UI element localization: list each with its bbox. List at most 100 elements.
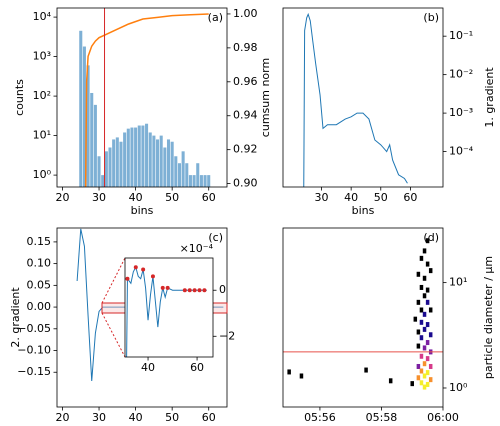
- histogram-bar: [156, 139, 160, 187]
- histogram-bar: [104, 151, 108, 187]
- x-tick-label: 60: [403, 191, 417, 204]
- histogram-bar: [137, 125, 141, 187]
- histogram-bar: [174, 156, 178, 187]
- histogram-bar: [199, 175, 203, 187]
- marker: [141, 267, 146, 272]
- x-tick-label: 20: [55, 411, 69, 424]
- y2-axis-label: cumsum norm: [259, 58, 272, 137]
- heatmap-cell: [425, 356, 430, 362]
- zoom-connector: [101, 312, 126, 358]
- heatmap-cell: [425, 299, 430, 305]
- x-tick-label: 30: [315, 191, 329, 204]
- y-tick-label: −0.10: [17, 344, 51, 357]
- y2-tick-label: 1.00: [233, 7, 258, 20]
- heatmap-cell: [416, 363, 421, 369]
- heatmap-cell: [419, 368, 424, 374]
- x-tick-label: 50: [165, 191, 179, 204]
- x-tick-label: 40: [129, 411, 143, 424]
- y-tick-label: −2: [219, 329, 235, 342]
- heatmap-cell: [425, 322, 430, 328]
- heatmap-cell: [428, 332, 433, 338]
- histogram-bar: [126, 128, 130, 187]
- heatmap-cell: [422, 384, 427, 390]
- heatmap-cell: [419, 335, 424, 341]
- histogram-bar: [203, 175, 207, 187]
- histogram-bar: [152, 135, 156, 187]
- histogram-bar: [123, 132, 127, 187]
- histogram-bar: [166, 139, 171, 187]
- heatmap-cell: [287, 369, 291, 375]
- y-tick-label: 0.10: [27, 257, 52, 270]
- x-axis-label: bins: [131, 204, 154, 217]
- x-tick-label: 06:00: [427, 411, 459, 424]
- heatmap-cell: [416, 299, 421, 305]
- histogram-bar: [188, 175, 192, 187]
- plot-area: [303, 12, 408, 187]
- y2-tick-label: 0.90: [233, 177, 258, 190]
- heatmap-cell: [416, 271, 421, 277]
- histogram-bar: [148, 132, 152, 187]
- histogram-bar: [141, 125, 145, 187]
- y2-tick-label: 0.96: [233, 75, 258, 88]
- histogram-bar: [196, 163, 200, 187]
- histogram-bar: [93, 104, 97, 187]
- heatmap-cell: [425, 340, 430, 346]
- heatmap-cell: [422, 311, 427, 317]
- x-tick-label: 50: [374, 191, 388, 204]
- histogram-bar: [112, 139, 116, 187]
- x-tick-label: 50: [165, 411, 179, 424]
- histogram-bar: [134, 127, 138, 187]
- x-tick-label: 60: [190, 361, 204, 374]
- y-tick-label: −0.05: [17, 322, 51, 335]
- marker: [165, 285, 170, 290]
- marker: [182, 288, 187, 293]
- heatmap-cell: [428, 268, 433, 274]
- panel-label: (c): [208, 231, 223, 244]
- heatmap-cell: [422, 275, 427, 281]
- y-tick-label: 10⁻²: [449, 68, 473, 81]
- y-axis-label: 1. gradient: [483, 67, 496, 128]
- y2-tick-label: 0.98: [233, 41, 258, 54]
- x-tick-label: 60: [202, 191, 216, 204]
- y-tick-label: 10⁰: [33, 168, 52, 181]
- heatmap-cell: [422, 373, 427, 379]
- y-tick-label: 10²: [33, 89, 51, 102]
- panel: 40 60 0 −2 ×10⁻⁴: [124, 242, 235, 374]
- y-tick-label: 10⁻⁴: [449, 145, 474, 158]
- heatmap-cell: [413, 316, 418, 322]
- heatmap-cell: [419, 255, 424, 261]
- panel: 20 30 40 50 60 10⁰ 10¹ 10² 10³ 10⁴ 0.90 0.92 0.94 0.9…: [13, 7, 272, 217]
- marker: [150, 274, 155, 279]
- panel-label: (d): [423, 231, 439, 244]
- y-axis-label: 2. gradient: [9, 287, 22, 348]
- histogram-bar: [119, 141, 123, 187]
- plot-area: [283, 238, 443, 390]
- heatmap-cell: [419, 307, 424, 313]
- heatmap-cell: [416, 343, 421, 349]
- histogram-bar: [159, 135, 163, 187]
- x-axis-label: time: [351, 424, 376, 426]
- marker: [197, 288, 202, 293]
- axes-frame: [282, 7, 444, 188]
- axes-frame: [282, 227, 444, 408]
- histogram-bar: [90, 92, 94, 187]
- heatmap-cell: [422, 326, 427, 332]
- x-tick-label: 40: [344, 191, 358, 204]
- x-tick-label: 60: [202, 411, 216, 424]
- plot-area: [125, 265, 207, 357]
- x-axis-label: bins: [352, 204, 375, 217]
- heatmap-cell: [416, 375, 421, 381]
- y-tick-label: 10⁻¹: [449, 29, 473, 42]
- heatmap-cell: [299, 373, 304, 379]
- y-tick-label: 10¹: [33, 129, 51, 142]
- panel-label: (b): [423, 11, 439, 24]
- heatmap-cell: [419, 353, 424, 359]
- panel: 05:56 05:58 06:00 10⁰ 10¹ time particle diamet…: [282, 227, 495, 426]
- x-tick-label: 30: [92, 411, 106, 424]
- histogram-bar: [82, 46, 86, 187]
- zoom-connector: [101, 257, 126, 304]
- histogram-bar: [86, 65, 90, 187]
- histogram-bar: [145, 123, 149, 187]
